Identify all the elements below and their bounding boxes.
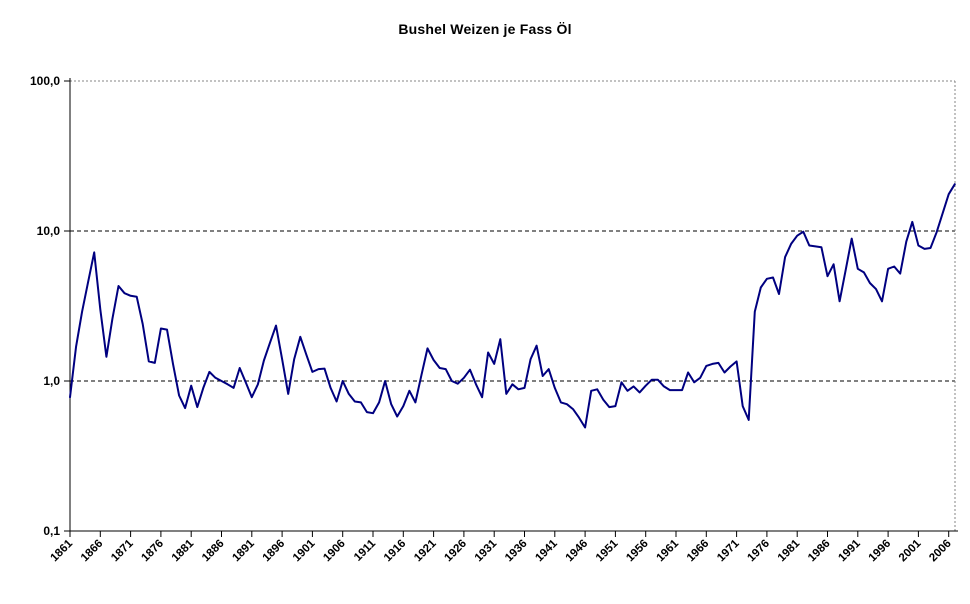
x-axis-label: 1901 <box>291 537 318 564</box>
x-axis-label: 1941 <box>533 537 560 564</box>
x-axis-label: 1926 <box>442 538 469 565</box>
x-axis-label: 1936 <box>503 538 530 565</box>
x-axis-label: 1991 <box>836 537 863 564</box>
y-axis-label: 0,1 <box>43 524 60 538</box>
x-axis-label: 1971 <box>715 537 742 564</box>
x-axis-label: 1946 <box>564 538 591 565</box>
x-axis-label: 1871 <box>109 537 136 564</box>
gridlines <box>70 80 955 382</box>
x-axis-label: 1921 <box>412 537 439 564</box>
axes <box>69 78 958 532</box>
x-axis-label: 1906 <box>321 538 348 565</box>
x-axis-label: 1881 <box>170 537 197 564</box>
x-axis-label: 2006 <box>927 538 954 565</box>
x-axis-label: 1896 <box>261 538 288 565</box>
x-axis-label: 1886 <box>200 538 227 565</box>
x-axis-label: 2001 <box>897 537 924 564</box>
x-axis-label: 1951 <box>594 537 621 564</box>
x-axis-label: 1911 <box>352 537 379 564</box>
x-axis-label: 1891 <box>230 537 257 564</box>
chart-title: Bushel Weizen je Fass Öl <box>398 21 572 37</box>
x-axis-label: 1876 <box>139 538 166 565</box>
x-axis-label: 1961 <box>655 537 682 564</box>
x-axis-ticks <box>69 531 950 537</box>
x-axis-label: 1861 <box>49 537 76 564</box>
x-axis-label: 1866 <box>79 538 106 565</box>
data-series <box>69 183 956 429</box>
wheat-per-oil-line <box>69 183 956 429</box>
x-axis-labels: 1861 1866 1871 1876 1881 1886 1891 1896 1901 1906… <box>49 537 954 564</box>
x-axis-label: 1996 <box>867 538 894 565</box>
x-axis-label: 1976 <box>745 538 772 565</box>
x-axis-label: 1931 <box>473 537 500 564</box>
x-axis-label: 1956 <box>624 538 651 565</box>
y-axis-labels: 100,0 10,0 1,0 0,1 <box>30 74 60 538</box>
x-axis-label: 1916 <box>382 538 409 565</box>
y-axis-label: 10,0 <box>37 224 61 238</box>
y-axis-ticks <box>64 80 70 532</box>
y-axis-label: 100,0 <box>30 74 60 88</box>
y-axis-label: 1,0 <box>43 374 60 388</box>
x-axis-label: 1981 <box>776 537 803 564</box>
x-axis-label: 1966 <box>685 538 712 565</box>
x-axis-label: 1986 <box>806 538 833 565</box>
